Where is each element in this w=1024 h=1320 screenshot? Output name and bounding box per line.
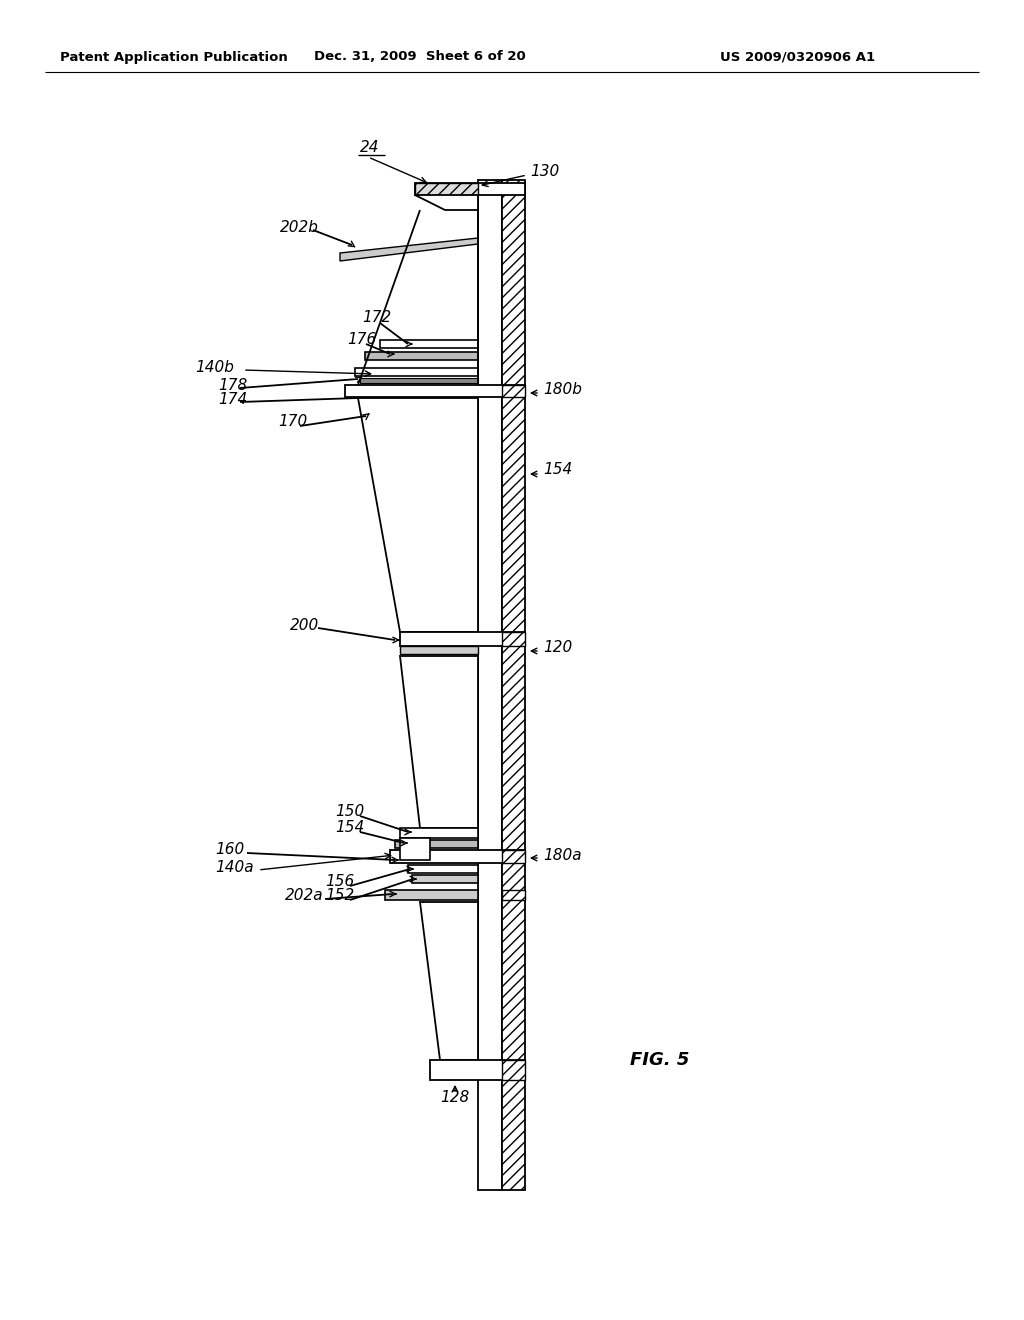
Text: 174: 174: [218, 392, 247, 408]
Polygon shape: [395, 840, 478, 847]
Text: 154: 154: [335, 821, 365, 836]
Text: 202a: 202a: [285, 888, 324, 903]
Text: 154: 154: [543, 462, 572, 478]
Polygon shape: [408, 865, 478, 873]
Polygon shape: [345, 385, 525, 397]
Text: 170: 170: [278, 414, 307, 429]
Text: 128: 128: [440, 1090, 470, 1106]
Text: 176: 176: [347, 333, 376, 347]
Text: 200: 200: [290, 618, 319, 632]
Text: 150: 150: [335, 804, 365, 820]
Polygon shape: [340, 238, 478, 261]
Polygon shape: [478, 180, 502, 1191]
Text: 140a: 140a: [215, 861, 254, 875]
Polygon shape: [358, 399, 478, 632]
Polygon shape: [400, 656, 478, 828]
Polygon shape: [502, 1060, 525, 1080]
Text: 202b: 202b: [280, 220, 318, 235]
Polygon shape: [400, 838, 430, 861]
Text: 152: 152: [325, 888, 354, 903]
Text: 160: 160: [215, 842, 245, 858]
Text: US 2009/0320906 A1: US 2009/0320906 A1: [720, 50, 876, 63]
Polygon shape: [420, 902, 478, 1060]
Text: 140b: 140b: [195, 359, 233, 375]
Polygon shape: [415, 183, 478, 195]
Polygon shape: [502, 632, 525, 645]
Text: Dec. 31, 2009  Sheet 6 of 20: Dec. 31, 2009 Sheet 6 of 20: [314, 50, 526, 63]
Polygon shape: [385, 890, 478, 900]
Polygon shape: [415, 183, 525, 195]
Polygon shape: [430, 1060, 525, 1080]
Text: 24: 24: [360, 140, 380, 156]
Polygon shape: [502, 180, 525, 1191]
Text: 180b: 180b: [543, 383, 582, 397]
Polygon shape: [502, 890, 525, 900]
Polygon shape: [380, 341, 478, 348]
Polygon shape: [400, 632, 525, 645]
Polygon shape: [415, 195, 478, 210]
Text: 178: 178: [218, 379, 247, 393]
Text: FIG. 5: FIG. 5: [630, 1051, 689, 1069]
Polygon shape: [365, 352, 478, 360]
Text: 156: 156: [325, 874, 354, 890]
Polygon shape: [400, 645, 478, 653]
Text: 120: 120: [543, 640, 572, 656]
Text: 180a: 180a: [543, 847, 582, 862]
Text: 130: 130: [530, 165, 559, 180]
Polygon shape: [390, 850, 525, 863]
Polygon shape: [355, 368, 478, 376]
Text: 172: 172: [362, 310, 391, 326]
Polygon shape: [412, 875, 478, 883]
Text: Patent Application Publication: Patent Application Publication: [60, 50, 288, 63]
Polygon shape: [400, 828, 478, 838]
Polygon shape: [502, 385, 525, 397]
Polygon shape: [360, 378, 478, 383]
Polygon shape: [502, 850, 525, 863]
